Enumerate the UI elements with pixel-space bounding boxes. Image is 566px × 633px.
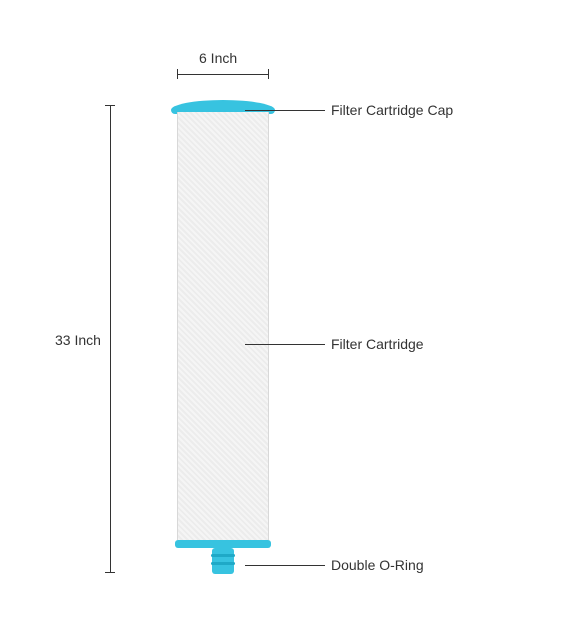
height-dimension-tick-bottom xyxy=(105,572,115,573)
cartridge-nozzle xyxy=(212,548,234,574)
height-dimension-label: 33 Inch xyxy=(55,332,101,348)
height-dimension-tick-top xyxy=(105,105,115,106)
height-dimension-line xyxy=(110,105,111,573)
callout-label-oring: Double O-Ring xyxy=(331,557,424,573)
width-dimension-label: 6 Inch xyxy=(199,50,237,66)
callout-line-oring xyxy=(245,565,325,566)
callout-line-cap xyxy=(245,110,325,111)
callout-line-body xyxy=(245,344,325,345)
callout-label-cap: Filter Cartridge Cap xyxy=(331,102,453,118)
width-dimension-tick-left xyxy=(177,69,178,79)
width-dimension-tick-right xyxy=(268,69,269,79)
o-ring-band-1 xyxy=(211,554,235,557)
cartridge-bottom-plate xyxy=(175,540,271,548)
callout-label-body: Filter Cartridge xyxy=(331,336,424,352)
cartridge-body xyxy=(177,112,269,540)
width-dimension-line xyxy=(177,74,269,75)
o-ring-band-2 xyxy=(211,562,235,565)
